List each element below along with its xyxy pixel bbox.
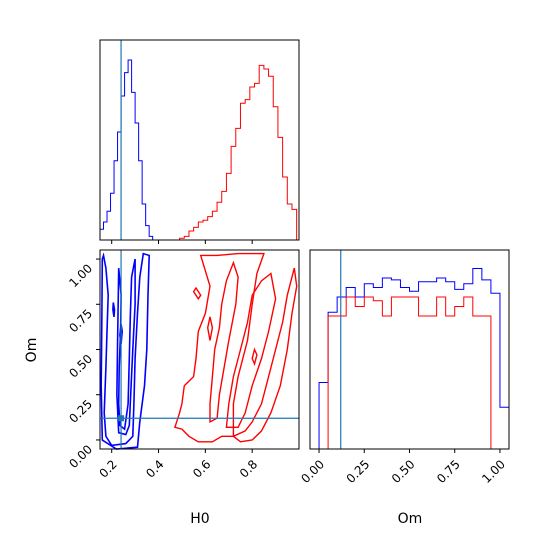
contour-level-red [225, 272, 277, 428]
contour-level-red [192, 286, 202, 301]
y-tick-label: 0.50 [66, 352, 95, 381]
contour-level-red [174, 252, 298, 443]
panel-contour-h0-om: 0.2 0.4 0.6 0.8 0.00 0.25 0.50 0.75 1.00 H0 Om [24, 249, 300, 527]
x-tick-label: 0.50 [389, 457, 418, 486]
y-tick-label: 0.75 [66, 306, 95, 335]
histogram-series-red [310, 296, 509, 450]
contour-level-blue [100, 252, 151, 450]
x-tick-label: 1.00 [479, 457, 508, 486]
x-tick-label: 0.6 [190, 457, 213, 480]
contour-level-red [206, 316, 214, 341]
panel-frame [309, 249, 510, 450]
contour-level-blue [116, 258, 136, 436]
x-axis-label: H0 [190, 511, 209, 527]
contours-series-blue [100, 252, 151, 450]
truth-point-marker [118, 415, 125, 422]
panel-om-histogram: 0.00 0.25 0.50 0.75 1.00 Om [298, 249, 510, 527]
x-tick-label: 0.75 [434, 457, 463, 486]
x-tick-label: 0.2 [96, 457, 119, 480]
contours-series-red [174, 252, 298, 443]
panel-frame [99, 39, 300, 241]
y-tick-label: 0.00 [66, 442, 95, 471]
y-tick-label: 1.00 [66, 261, 95, 290]
contour-level-blue [112, 302, 116, 318]
y-tick-label: 0.25 [66, 397, 95, 426]
contour-level-red [209, 260, 239, 424]
histogram-series-red [179, 64, 298, 240]
panel-h0-histogram [99, 39, 300, 244]
x-tick-label: 0.4 [143, 457, 166, 480]
x-tick-label: 0.25 [344, 457, 373, 486]
histogram-series-blue [99, 59, 154, 240]
contour-level-red [251, 347, 258, 367]
x-axis-label: Om [398, 511, 423, 527]
y-axis-label: Om [24, 338, 40, 363]
histogram-series-blue [310, 268, 510, 450]
x-tick-label: 0.00 [298, 457, 327, 486]
x-tick-label: 0.8 [237, 457, 260, 480]
